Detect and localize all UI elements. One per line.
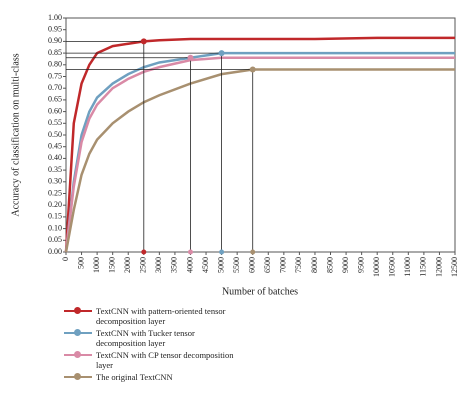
legend-dot: [74, 351, 81, 358]
x-tick-label: 8500: [325, 257, 334, 273]
y-tick-label: 0.05: [48, 235, 62, 244]
x-tick-label: 500: [76, 257, 85, 269]
legend-swatch: [64, 328, 92, 338]
reference-point: [187, 54, 194, 61]
x-tick-label: 11500: [419, 257, 428, 277]
y-tick-label: 0.15: [48, 212, 62, 221]
x-tick-label: 6500: [263, 257, 272, 273]
x-tick-label: 3000: [154, 257, 163, 273]
y-tick-label: 0.00: [48, 247, 62, 256]
x-tick-label: 3500: [170, 257, 179, 273]
legend-item: The original TextCNN: [64, 372, 264, 382]
y-tick-label: 0.85: [48, 48, 62, 57]
legend-swatch: [64, 306, 92, 316]
x-tick-label: 2500: [139, 257, 148, 273]
y-tick-label: 0.35: [48, 165, 62, 174]
y-tick-label: 0.95: [48, 25, 62, 34]
reference-point: [249, 66, 256, 73]
reference-point: [218, 50, 225, 57]
legend-item: TextCNN with CP tensor decomposition lay…: [64, 350, 264, 370]
y-tick-label: 0.65: [48, 95, 62, 104]
y-tick-label: 0.55: [48, 118, 62, 127]
x-tick-label: 12500: [450, 257, 459, 277]
x-tick-label: 6000: [248, 257, 257, 273]
x-tick-label: 5000: [216, 257, 225, 273]
reference-foot: [187, 249, 193, 255]
x-tick-label: 4500: [201, 257, 210, 273]
legend-swatch: [64, 372, 92, 382]
legend-dot: [74, 307, 81, 314]
x-tick-label: 12000: [434, 257, 443, 277]
series-line: [64, 68, 455, 253]
x-tick-label: 11000: [403, 257, 412, 277]
reference-foot: [141, 249, 147, 255]
reference-foot: [219, 249, 225, 255]
x-tick-label: 10000: [372, 257, 381, 277]
series-line: [64, 56, 455, 253]
x-tick-label: 10500: [388, 257, 397, 277]
y-tick-label: 0.70: [48, 83, 62, 92]
x-tick-label: 9500: [356, 257, 365, 273]
x-axis-label: Number of batches: [222, 286, 298, 297]
legend-label: TextCNN with Tucker tensor decomposition…: [96, 328, 195, 348]
x-tick-label: 2000: [123, 257, 132, 273]
y-tick-label: 0.90: [48, 36, 62, 45]
legend: TextCNN with pattern-oriented tensor dec…: [64, 306, 264, 384]
x-tick-label: 9000: [341, 257, 350, 273]
y-tick-label: 0.40: [48, 153, 62, 162]
y-tick-label: 0.50: [48, 130, 62, 139]
x-tick-label: 5500: [232, 257, 241, 273]
x-tick-label: 7500: [294, 257, 303, 273]
x-tick-label: 8000: [310, 257, 319, 273]
legend-label: TextCNN with pattern-oriented tensor dec…: [96, 306, 226, 326]
x-tick-label: 7000: [279, 257, 288, 273]
y-tick-label: 1.00: [48, 13, 62, 22]
y-tick-label: 0.10: [48, 223, 62, 232]
legend-swatch: [64, 350, 92, 360]
x-tick-label: 0: [61, 257, 70, 261]
legend-item: TextCNN with Tucker tensor decomposition…: [64, 328, 264, 348]
y-tick-label: 0.20: [48, 200, 62, 209]
legend-dot: [74, 329, 81, 336]
reference-foot: [250, 249, 256, 255]
chart: Accuracy of classification on multi-clas…: [10, 13, 459, 297]
legend-item: TextCNN with pattern-oriented tensor dec…: [64, 306, 264, 326]
legend-label: The original TextCNN: [96, 372, 173, 382]
y-tick-label: 0.80: [48, 60, 62, 69]
series-line: [64, 51, 455, 253]
y-axis-label: Accuracy of classification on multi-clas…: [10, 53, 21, 216]
y-tick-label: 0.60: [48, 106, 62, 115]
x-tick-label: 1000: [92, 257, 101, 273]
x-tick-label: 1500: [108, 257, 117, 273]
reference-point: [140, 38, 147, 45]
y-tick-label: 0.30: [48, 177, 62, 186]
legend-label: TextCNN with CP tensor decomposition lay…: [96, 350, 234, 370]
y-tick-label: 0.45: [48, 142, 62, 151]
legend-dot: [74, 373, 81, 380]
y-tick-label: 0.75: [48, 71, 62, 80]
y-tick-label: 0.25: [48, 188, 62, 197]
x-tick-label: 4000: [185, 257, 194, 273]
